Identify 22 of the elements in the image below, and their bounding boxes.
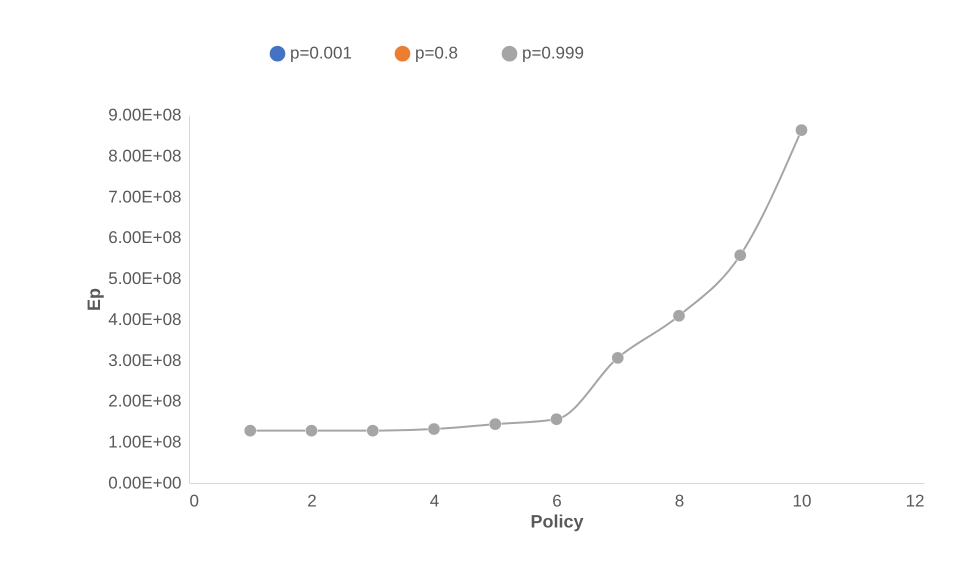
y-tick-label: 7.00E+08: [108, 187, 182, 206]
y-tick-label: 8.00E+08: [108, 146, 182, 166]
y-tick-label: 2.00E+08: [108, 392, 182, 411]
y-tick-label: 9.00E+08: [108, 106, 182, 124]
y-axis-title: Ep: [84, 288, 104, 312]
x-tick-label: 6: [552, 492, 562, 510]
x-tick-label: 10: [792, 492, 812, 510]
y-tick-label: 0.00E+00: [108, 474, 182, 492]
x-tick-label: 12: [906, 492, 924, 510]
x-axis-title: Policy: [530, 512, 584, 532]
y-tick-label: 4.00E+08: [108, 310, 182, 329]
x-tick-label: 8: [674, 492, 684, 510]
x-tick-label: 0: [190, 492, 199, 510]
x-tick-label: 4: [430, 492, 440, 510]
y-tick-label: 1.00E+08: [108, 432, 182, 452]
y-tick-label: 6.00E+08: [108, 228, 182, 248]
y-tick-label: 3.00E+08: [108, 350, 182, 370]
legend-label: p=0.001: [290, 44, 352, 63]
legend-label: p=0.8: [415, 44, 458, 63]
y-tick-label: 5.00E+08: [108, 269, 182, 288]
x-tick-label: 2: [307, 492, 317, 510]
legend-label: p=0.999: [522, 44, 584, 63]
